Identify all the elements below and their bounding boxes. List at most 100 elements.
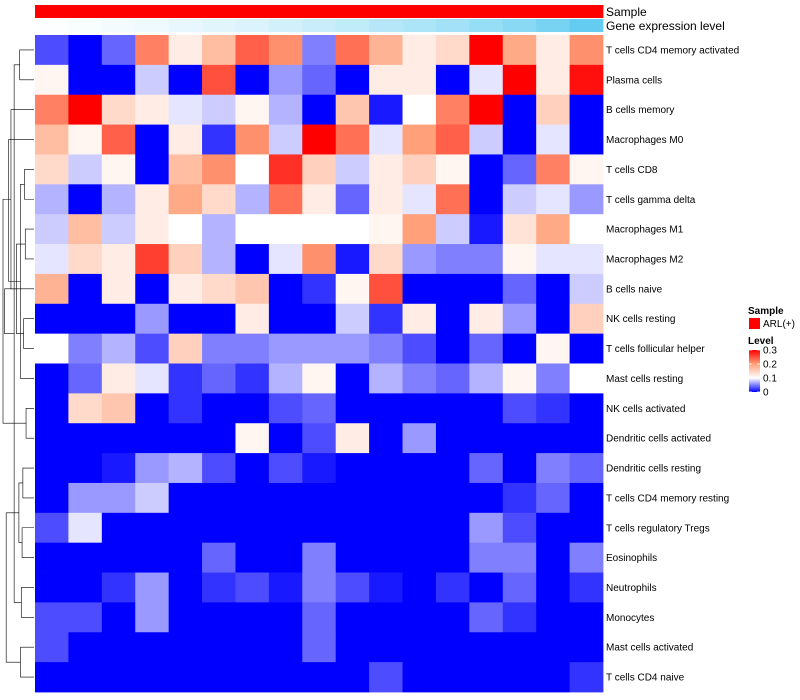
heatmap-cell — [302, 94, 337, 125]
heatmap-cell — [68, 423, 103, 454]
heatmap-cell — [35, 214, 69, 245]
heatmap-cell — [536, 512, 570, 544]
heatmap-cell — [35, 35, 69, 66]
heatmap-cell — [302, 35, 337, 66]
heatmap-cell — [268, 453, 303, 484]
heatmap-cell — [502, 124, 537, 155]
heatmap-cell — [168, 512, 203, 544]
heatmap-cell — [536, 64, 570, 96]
heatmap-cell — [202, 244, 236, 275]
legend-colorbar — [749, 350, 760, 392]
heatmap-cell — [569, 572, 604, 603]
heatmap-cell — [302, 124, 337, 155]
heatmap-cell — [469, 572, 504, 603]
row-label: Mast cells activated — [606, 643, 693, 654]
heatmap-cell — [268, 94, 303, 125]
heatmap-cell — [235, 572, 270, 603]
heatmap-cell — [502, 453, 537, 484]
heatmap-cell — [469, 303, 504, 335]
dendrogram-branch — [24, 169, 34, 200]
heatmap-cell — [435, 602, 470, 633]
annotation-cell-sample — [369, 5, 403, 18]
heatmap-cell — [569, 632, 604, 663]
heatmap-cell — [435, 453, 470, 484]
annotation-cell-sample — [101, 5, 136, 18]
heatmap-cell — [469, 124, 504, 155]
heatmap-cell — [35, 64, 69, 96]
heatmap-cell — [435, 303, 470, 335]
heatmap-cell — [135, 602, 170, 633]
heatmap-cell — [168, 244, 203, 275]
heatmap-cell — [68, 244, 103, 275]
heatmap-cell — [268, 662, 303, 693]
heatmap-cell — [135, 512, 170, 544]
annotation-cell-gene-expression — [536, 19, 570, 32]
heatmap-cell — [35, 572, 69, 603]
heatmap-cell — [135, 35, 170, 66]
heatmap-cell — [335, 453, 370, 484]
heatmap-cell — [502, 35, 537, 66]
heatmap-cell — [435, 482, 470, 514]
legend-tick-label: 0.1 — [763, 374, 777, 385]
heatmap-cell — [35, 303, 69, 335]
heatmap-cell — [35, 602, 69, 633]
heatmap-cell — [302, 482, 337, 514]
heatmap-cell — [35, 453, 69, 484]
heatmap-cell — [402, 333, 437, 364]
heatmap-cell — [536, 214, 570, 245]
heatmap-cell — [502, 94, 537, 125]
heatmap-cell — [502, 184, 537, 215]
heatmap-cell — [502, 662, 537, 693]
heatmap-cell — [502, 244, 537, 275]
heatmap-cell — [469, 94, 504, 125]
heatmap-cell — [168, 64, 203, 96]
annotation-cell-gene-expression — [135, 19, 170, 32]
row-label: T cells follicular helper — [606, 344, 705, 355]
heatmap-cell — [402, 94, 437, 125]
annotation-cell-gene-expression — [435, 19, 470, 32]
heatmap-cell — [502, 512, 537, 544]
heatmap-cell — [268, 214, 303, 245]
heatmap-cell — [369, 303, 403, 335]
heatmap-cell — [101, 124, 136, 155]
heatmap-cell — [502, 572, 537, 603]
heatmap-cell — [135, 542, 170, 573]
heatmap-cell — [435, 154, 470, 185]
heatmap-cell — [135, 64, 170, 96]
heatmap-cell — [35, 333, 69, 364]
annotation-cell-sample — [235, 5, 270, 18]
heatmap-cell — [235, 393, 270, 424]
heatmap-cell — [435, 273, 470, 305]
heatmap-cell — [435, 94, 470, 125]
heatmap-cell — [469, 512, 504, 544]
heatmap-cell — [302, 662, 337, 693]
heatmap-cell — [101, 482, 136, 514]
heatmap-cell — [302, 602, 337, 633]
heatmap-cell — [435, 214, 470, 245]
annotation-cell-gene-expression — [235, 19, 270, 32]
heatmap-cell — [168, 542, 203, 573]
heatmap-cell — [369, 572, 403, 603]
heatmap-cell — [135, 662, 170, 693]
annotation-cell-gene-expression — [35, 19, 69, 32]
heatmap-cell — [435, 35, 470, 66]
heatmap-cell — [268, 482, 303, 514]
heatmap-cell — [268, 572, 303, 603]
heatmap-cell — [435, 542, 470, 573]
heatmap-cell — [435, 124, 470, 155]
annotation-cell-gene-expression — [335, 19, 370, 32]
heatmap-cell — [101, 303, 136, 335]
heatmap-cell — [168, 35, 203, 66]
heatmap-cell — [268, 542, 303, 573]
heatmap-cell — [469, 632, 504, 663]
row-label: Macrophages M2 — [606, 254, 684, 265]
heatmap-cell — [68, 572, 103, 603]
heatmap-cell — [536, 632, 570, 663]
legend-title-sample: Sample — [748, 306, 784, 317]
heatmap-cell — [235, 124, 270, 155]
heatmap-cell — [68, 363, 103, 394]
heatmap-cell — [202, 572, 236, 603]
row-label: T cells CD4 memory activated — [606, 45, 739, 56]
heatmap-cell — [135, 244, 170, 275]
heatmap-cell — [168, 662, 203, 693]
